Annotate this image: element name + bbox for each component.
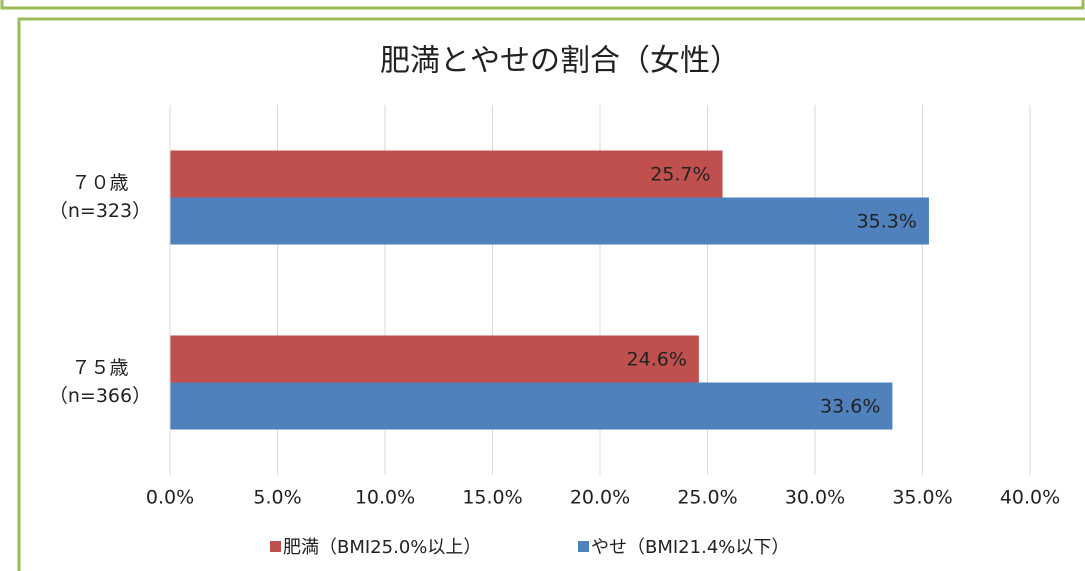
frame: [17, 17, 1085, 571]
x-tick-label: 40.0%: [1000, 487, 1060, 509]
legend-label: やせ（BMI21.4%以下）: [591, 537, 789, 558]
legend-marker: [270, 541, 281, 552]
value-label: 25.7%: [650, 164, 710, 186]
x-tick-label: 25.0%: [677, 487, 737, 509]
bar: [170, 382, 893, 430]
value-label: 35.3%: [857, 211, 917, 233]
value-label: 33.6%: [820, 396, 880, 418]
value-label: 24.6%: [627, 349, 687, 371]
y-tick-label: ７０歳: [71, 172, 128, 194]
x-tick-label: 5.0%: [253, 487, 301, 509]
bar: [170, 150, 723, 198]
frame-top: [0, 0, 1085, 10]
legend-marker: [578, 541, 589, 552]
legend-label: 肥満（BMI25.0%以上）: [283, 537, 481, 558]
y-tick-label: （n=366）: [49, 385, 151, 407]
x-tick-label: 30.0%: [785, 487, 845, 509]
bar: [170, 197, 929, 245]
x-tick-label: 15.0%: [462, 487, 522, 509]
x-tick-label: 35.0%: [892, 487, 952, 509]
y-tick-label: ７５歳: [71, 357, 128, 379]
x-tick-label: 10.0%: [355, 487, 415, 509]
x-tick-label: 0.0%: [146, 487, 194, 509]
x-tick-label: 20.0%: [570, 487, 630, 509]
y-tick-label: （n=323）: [49, 200, 151, 222]
chart-title: 肥満とやせの割合（女性）: [380, 44, 740, 79]
bar: [170, 335, 699, 383]
